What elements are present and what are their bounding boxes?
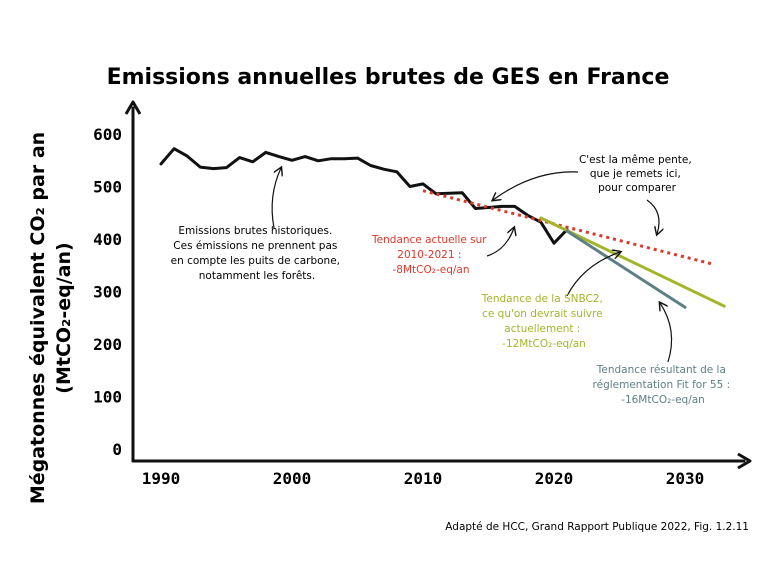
annotation-tendance-actuelle: Tendance actuelle sur 2010-2021 : -8MtCO…	[371, 234, 490, 276]
x-tick-label: 2030	[666, 469, 705, 488]
series-line-fit-for-55	[565, 229, 687, 309]
y-tick-label: 0	[112, 440, 122, 459]
y-ticks: 0 100 200 300 400 500 600	[93, 125, 122, 459]
y-axis-label-line-2: (MtCO₂-eq/an)	[53, 242, 75, 393]
x-tick-label: 2010	[404, 469, 443, 488]
y-tick-label: 100	[93, 388, 122, 407]
y-tick-label: 500	[93, 178, 122, 197]
y-axis-label: Mégatonnes équivalent CO₂ par an (MtCO₂-…	[27, 132, 75, 504]
y-tick-label: 300	[93, 283, 122, 302]
annotation-arrows	[271, 168, 673, 363]
y-tick-label: 600	[93, 125, 122, 144]
y-tick-label: 200	[93, 335, 122, 354]
series-line-historique	[159, 147, 569, 245]
arrow-tendance-actuelle	[486, 228, 514, 257]
arrow-pente-left	[493, 171, 579, 200]
series-line-tendance-actuelle	[422, 189, 712, 266]
axes	[124, 100, 752, 470]
y-axis-arrowhead	[124, 100, 142, 115]
arrow-historique	[271, 168, 281, 229]
series-lines	[159, 147, 726, 309]
y-tick-label: 400	[93, 230, 122, 249]
x-tick-label: 1990	[142, 469, 181, 488]
arrow-fit-for-55	[660, 303, 673, 363]
annotation-snbc2: Tendance de la SNBC2, ce qu'on devrait s…	[481, 293, 606, 350]
annotation-fit-for-55: Tendance résultant de la réglementation …	[593, 364, 734, 406]
arrow-snbc2	[566, 252, 620, 297]
annotation-pente: C'est la même pente, que je remets ici, …	[579, 154, 695, 194]
chart-title: Emissions annuelles brutes de GES en Fra…	[107, 65, 670, 90]
x-ticks: 1990 2000 2010 2020 2030	[142, 469, 705, 488]
x-axis-arrowhead	[737, 452, 752, 470]
annotation-historique: Emissions brutes historiques. Ces émissi…	[171, 225, 344, 282]
x-tick-label: 2000	[273, 469, 312, 488]
arrow-pente-right	[646, 199, 659, 234]
source-note: Adapté de HCC, Grand Rapport Publique 20…	[445, 521, 749, 533]
x-tick-label: 2020	[535, 469, 574, 488]
y-axis-label-line-1: Mégatonnes équivalent CO₂ par an	[27, 132, 49, 504]
